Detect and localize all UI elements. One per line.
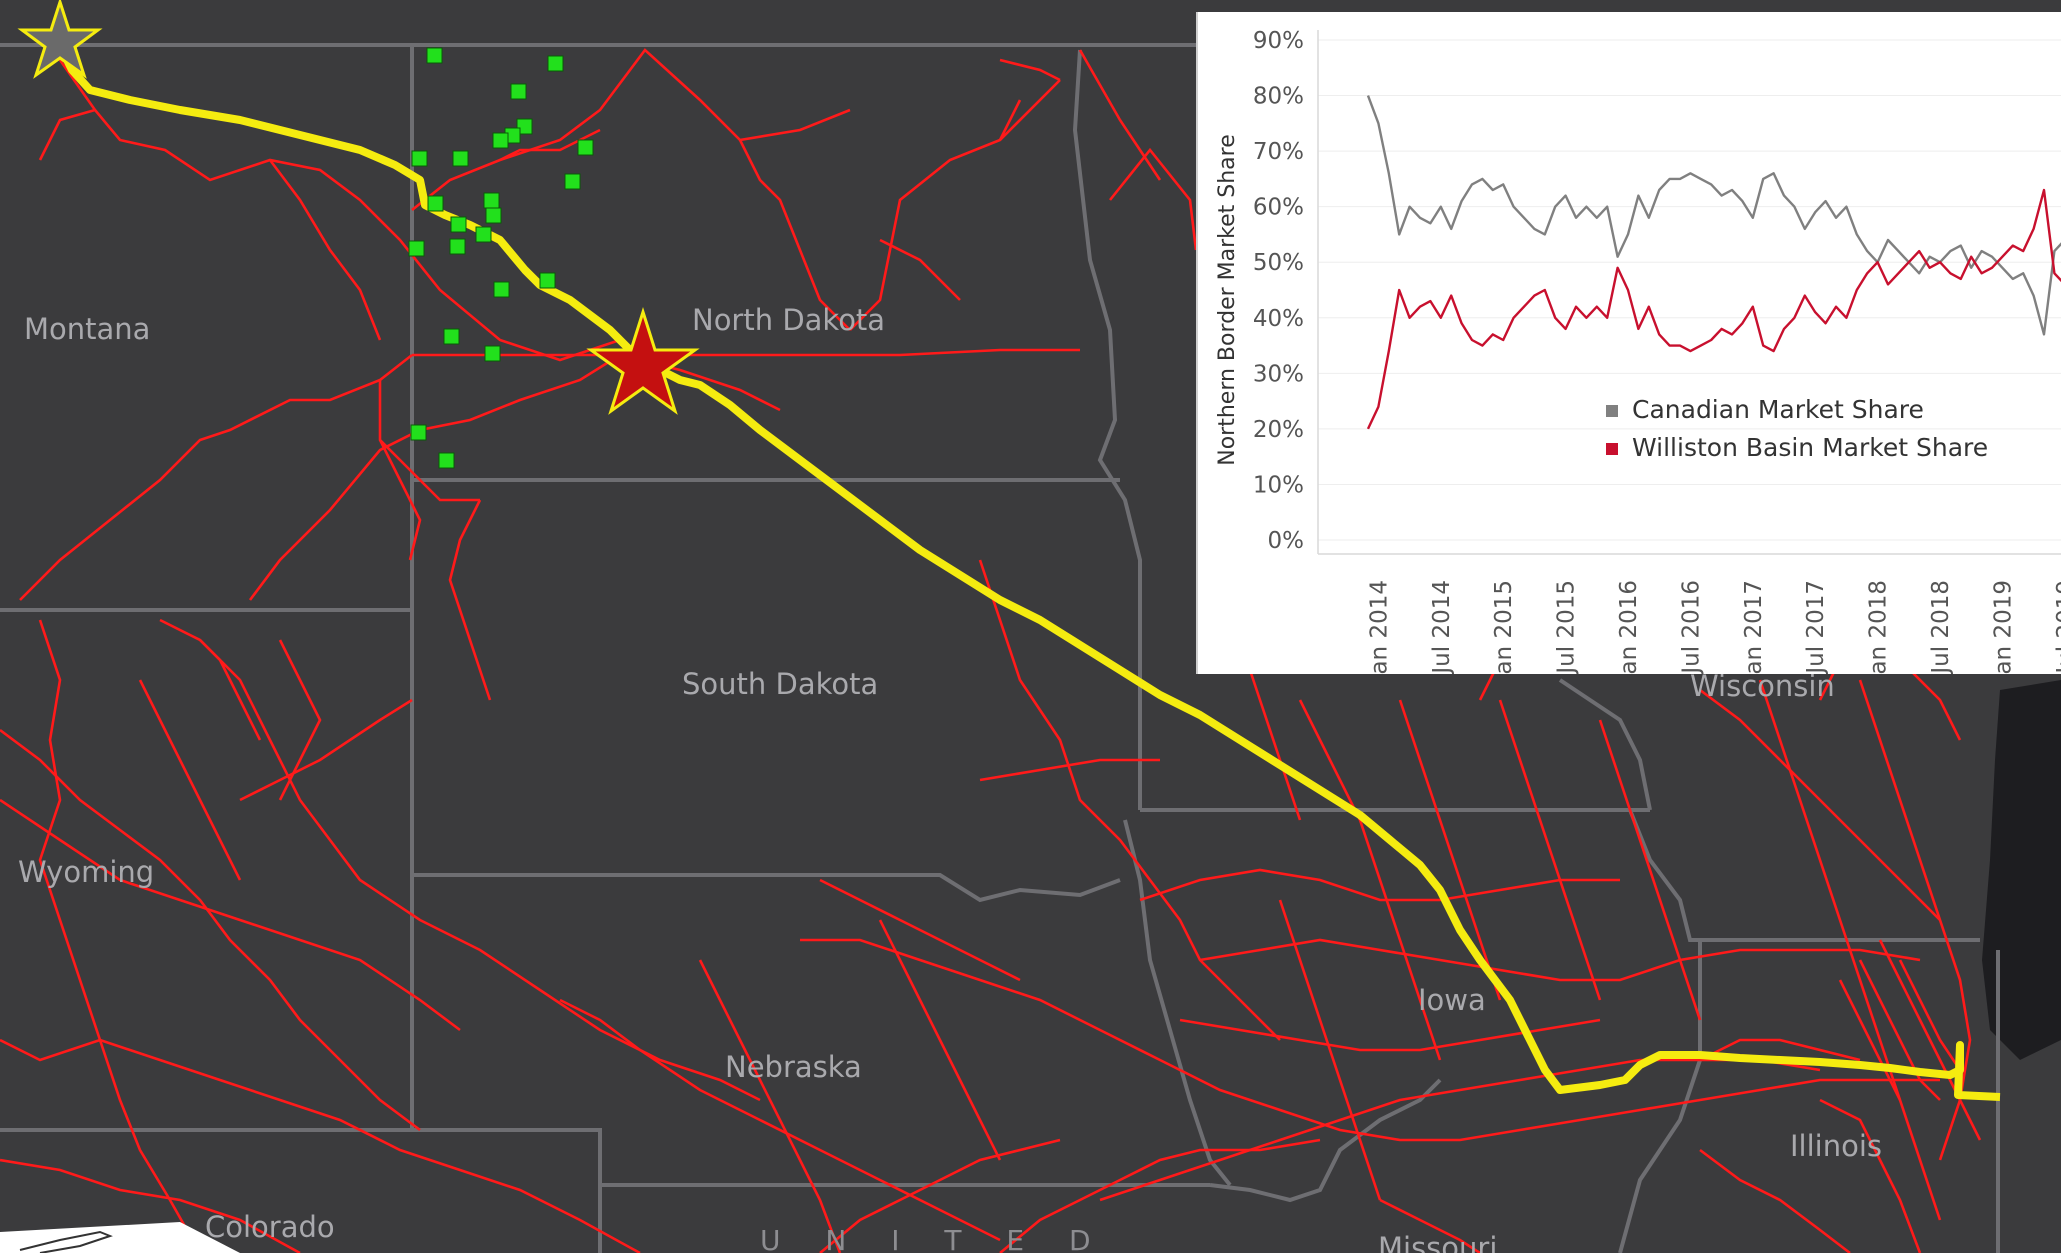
well-marker: [449, 238, 466, 255]
well-marker: [577, 139, 594, 156]
canadian-share-line: [1366, 95, 2061, 336]
x-tick-label: Jul 2019: [2053, 580, 2061, 674]
state-label-north-dakota: North Dakota: [692, 303, 885, 337]
x-tick-label: Jan 2016: [1616, 580, 1642, 674]
midpoint-star-marker[interactable]: [586, 307, 700, 415]
y-tick-label: 50%: [1253, 250, 1304, 276]
legend-swatch: [1606, 405, 1618, 417]
well-marker: [443, 328, 460, 345]
well-marker: [410, 424, 427, 441]
well-marker: [539, 272, 556, 289]
state-label-colorado: Colorado: [205, 1210, 335, 1244]
well-marker: [475, 226, 492, 243]
well-marker: [426, 47, 443, 64]
well-marker: [485, 207, 502, 224]
well-marker: [484, 345, 501, 362]
y-axis-title: Northern Border Market Share: [1215, 134, 1240, 466]
williston-share-line: [1366, 188, 2061, 430]
state-label-south-dakota: South Dakota: [682, 667, 878, 701]
state-label-nebraska: Nebraska: [725, 1050, 862, 1084]
y-tick-label: 0%: [1268, 528, 1305, 554]
lake-michigan: [1982, 680, 2061, 1060]
well-marker: [408, 240, 425, 257]
well-marker: [492, 132, 509, 149]
x-tick-label: Jan 2019: [1990, 580, 2016, 674]
y-tick-label: 60%: [1253, 195, 1304, 221]
state-borders: [0, 43, 2000, 1253]
y-tick-label: 40%: [1253, 306, 1304, 332]
well-marker: [493, 281, 510, 298]
x-tick-label: Jul 2017: [1803, 580, 1829, 674]
well-marker: [452, 150, 469, 167]
chart-svg: 90% 80% 70% 60% 50% 40% 30% 20% 10% 0% Northern Bo…: [1215, 28, 2061, 674]
legend-label: Canadian Market Share: [1632, 395, 1924, 424]
well-marker: [438, 452, 455, 469]
y-tick-label: 20%: [1253, 417, 1304, 443]
market-share-chart: 90% 80% 70% 60% 50% 40% 30% 20% 10% 0% Northern Bo…: [1196, 12, 2061, 674]
x-tick-label: Jan 2015: [1491, 580, 1517, 674]
state-label-wisconsin: Wisconsin: [1690, 669, 1835, 703]
state-label-iowa: Iowa: [1418, 983, 1486, 1017]
x-tick-label: Jul 2015: [1554, 580, 1580, 674]
well-marker: [547, 55, 564, 72]
x-tick-label: Jul 2018: [1928, 580, 1954, 674]
x-tick-label: Jul 2014: [1429, 580, 1455, 674]
x-tick-label: Jan 2017: [1741, 580, 1767, 674]
well-marker: [427, 195, 444, 212]
y-tick-label: 30%: [1253, 361, 1304, 387]
y-tick-label: 70%: [1253, 139, 1304, 165]
well-marker: [564, 173, 581, 190]
origin-star-marker[interactable]: [17, 0, 103, 79]
well-marker: [516, 118, 533, 135]
state-label-missouri: Missouri: [1378, 1231, 1497, 1253]
state-label-illinois: Illinois: [1790, 1129, 1882, 1163]
y-tick-label: 80%: [1253, 84, 1304, 110]
pipeline-network: [0, 48, 1982, 1253]
legend-label: Williston Basin Market Share: [1632, 433, 1988, 462]
logo-fragment: [0, 1222, 240, 1253]
y-tick-label: 10%: [1253, 472, 1304, 498]
x-tick-label: Jan 2018: [1866, 580, 1892, 674]
country-label: U N I T E D: [760, 1224, 1109, 1253]
legend-swatch: [1606, 443, 1618, 455]
well-marker: [411, 150, 428, 167]
well-marker: [483, 192, 500, 209]
x-tick-label: Jul 2016: [1678, 580, 1704, 674]
y-tick-label: 90%: [1253, 28, 1304, 54]
state-label-wyoming: Wyoming: [18, 855, 154, 889]
x-tick-label: Jan 2014: [1366, 580, 1392, 674]
well-marker: [450, 216, 467, 233]
well-marker: [510, 83, 527, 100]
well-markers: [408, 47, 594, 469]
state-label-montana: Montana: [24, 312, 150, 346]
